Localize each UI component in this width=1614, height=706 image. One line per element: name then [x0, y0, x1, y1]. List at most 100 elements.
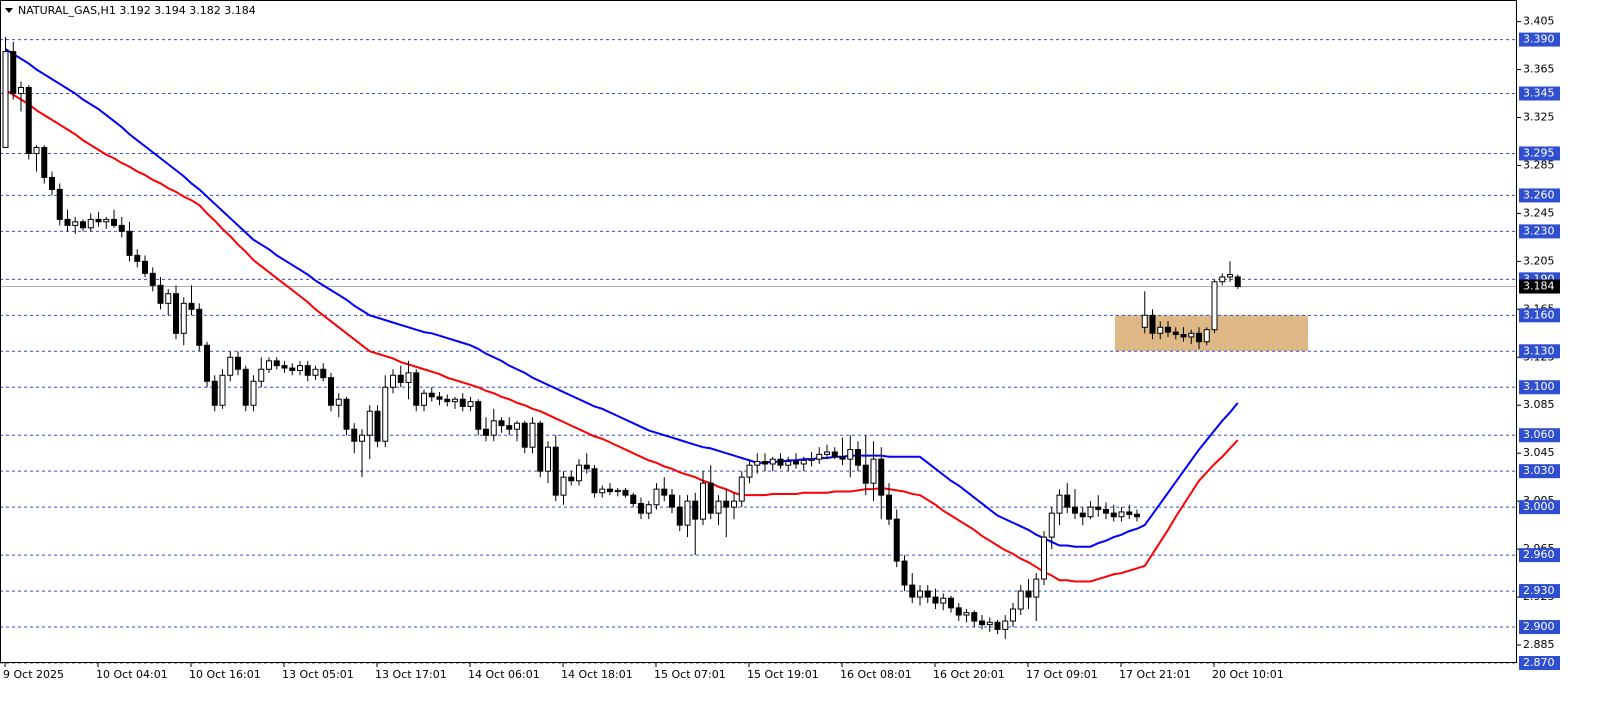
- candle-body: [219, 374, 226, 406]
- candle-body: [948, 597, 954, 609]
- price-label: 3.184: [1523, 280, 1555, 293]
- level-label: 2.870: [1523, 656, 1555, 669]
- x-tick-label: 9 Oct 2025: [3, 668, 64, 681]
- candle-body: [684, 500, 691, 526]
- candle-body: [173, 293, 179, 334]
- candle-body: [41, 146, 48, 178]
- level-label-bg: [1519, 32, 1560, 47]
- level-label: 2.960: [1523, 548, 1555, 561]
- x-tick-label: 10 Oct 04:01: [96, 668, 168, 681]
- candle-body: [1010, 608, 1016, 622]
- candle-body: [1203, 329, 1210, 343]
- candle-body: [196, 308, 203, 346]
- level-label-bg: [1519, 86, 1560, 101]
- candle-body: [979, 620, 985, 626]
- candle-body: [514, 422, 520, 430]
- candle-body: [328, 377, 334, 406]
- candle-body: [591, 468, 598, 494]
- candle-body: [444, 398, 451, 403]
- candle-body: [769, 458, 776, 465]
- candle-body: [2, 51, 9, 148]
- candle-body: [676, 506, 683, 526]
- candle-body: [521, 422, 528, 448]
- candle-body: [816, 453, 823, 460]
- candle-body: [715, 500, 722, 514]
- candle-body: [227, 356, 234, 376]
- candle-body: [157, 284, 164, 304]
- candle-body: [808, 458, 815, 461]
- candle-body: [1165, 326, 1171, 333]
- candle-body: [118, 224, 125, 232]
- y-tick-label: 3.205: [1523, 254, 1555, 267]
- candle-body: [599, 488, 606, 494]
- candle-body: [111, 218, 117, 226]
- candle-body: [33, 146, 40, 154]
- candle-body: [64, 218, 71, 226]
- candle-body: [281, 365, 288, 369]
- candle-body: [25, 87, 32, 154]
- candle-body: [1056, 494, 1063, 514]
- candle-body: [692, 500, 699, 520]
- candle-body: [901, 560, 908, 586]
- candle-body: [1157, 326, 1164, 334]
- candle-body: [1141, 314, 1148, 328]
- candle-body: [777, 458, 784, 466]
- level-label: 3.160: [1523, 308, 1555, 321]
- candle-body: [669, 494, 675, 508]
- candle-body: [1219, 276, 1226, 283]
- candle-body: [707, 482, 714, 514]
- x-tick-label: 15 Oct 19:01: [747, 668, 819, 681]
- x-tick-label: 17 Oct 21:01: [1119, 668, 1191, 681]
- level-label-bg: [1519, 548, 1560, 563]
- candle-body: [10, 51, 17, 95]
- level-label: 2.900: [1523, 620, 1555, 633]
- axis-layer: 3.4053.3653.3253.2853.2453.2053.1653.125…: [3, 15, 1560, 681]
- candle-body: [1118, 511, 1125, 518]
- level-label-bg: [1519, 224, 1560, 239]
- candle-body: [994, 621, 1001, 630]
- level-label-bg: [1519, 428, 1560, 443]
- candle-body: [436, 396, 443, 400]
- candle-body: [49, 176, 55, 190]
- candle-body: [351, 428, 358, 442]
- candle-body: [746, 464, 753, 478]
- candle-body: [1072, 506, 1078, 514]
- candle-body: [405, 372, 412, 383]
- level-label: 3.295: [1523, 146, 1555, 159]
- candle-body: [971, 612, 978, 622]
- candle-body: [545, 446, 551, 472]
- candle-body: [297, 365, 303, 371]
- level-label-bg: [1519, 584, 1560, 599]
- x-tick-label: 13 Oct 05:01: [282, 668, 354, 681]
- level-label: 3.060: [1523, 428, 1555, 441]
- candle-body: [149, 272, 156, 286]
- candle-body: [204, 344, 210, 382]
- candle-body: [1025, 590, 1032, 598]
- candle-body: [1180, 333, 1187, 338]
- candle-body: [421, 392, 427, 406]
- candle-body: [793, 461, 799, 465]
- level-label: 3.030: [1523, 464, 1555, 477]
- candle-body: [661, 488, 668, 496]
- candle-body: [289, 367, 296, 371]
- level-label-bg: [1519, 146, 1560, 161]
- y-tick-label: 3.285: [1523, 158, 1555, 171]
- candle-body: [576, 464, 582, 482]
- candle-body: [452, 398, 458, 403]
- y-tick-label: 3.325: [1523, 110, 1555, 123]
- candle-body: [80, 221, 86, 229]
- x-tick-label: 20 Oct 10:01: [1212, 668, 1284, 681]
- candle-body: [428, 392, 435, 398]
- candle-body: [467, 401, 474, 407]
- candle-body: [940, 597, 947, 604]
- candle-body: [653, 488, 660, 506]
- level-label-bg: [1519, 464, 1560, 479]
- candle-body: [738, 476, 745, 502]
- candle-body: [266, 360, 272, 370]
- candle-body: [847, 449, 854, 460]
- candle-body: [1188, 332, 1195, 338]
- level-label: 3.230: [1523, 224, 1555, 237]
- level-label-bg: [1519, 380, 1560, 395]
- level-label: 3.000: [1523, 500, 1555, 513]
